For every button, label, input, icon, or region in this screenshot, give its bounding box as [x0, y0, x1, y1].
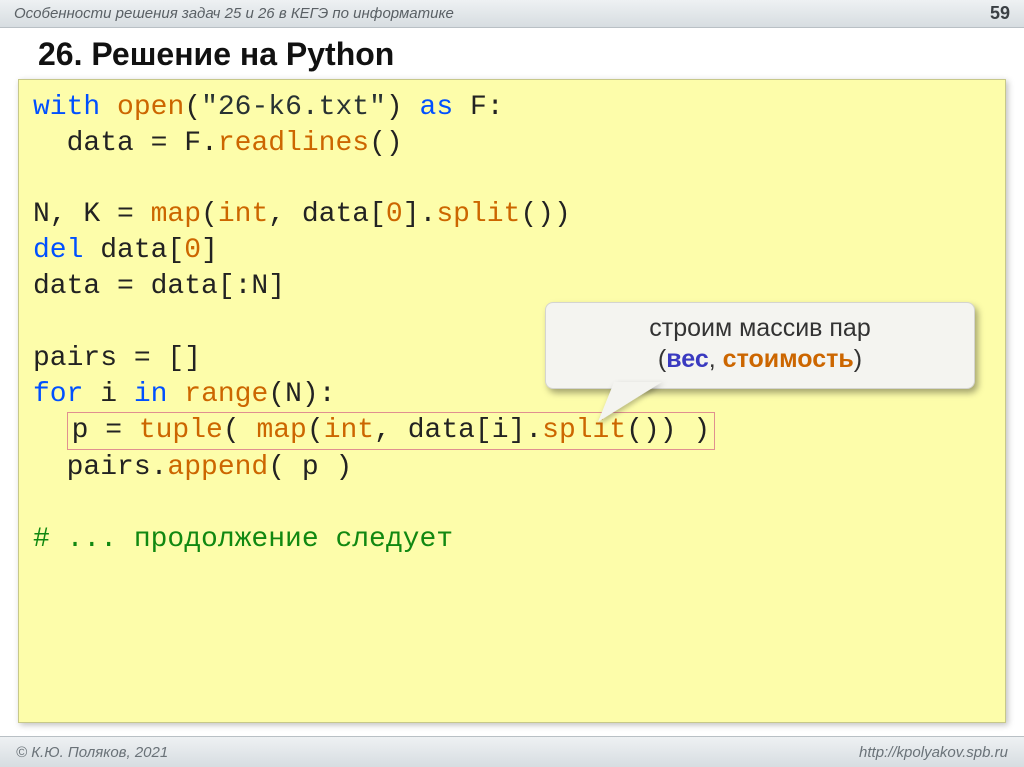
line4e: ()) [520, 199, 570, 230]
kw-in: in [134, 379, 168, 410]
callout-line1: строим массив пар [649, 314, 870, 342]
kw-with: with [33, 92, 100, 123]
fn-map2: map [256, 415, 306, 446]
fn-int1: int [218, 199, 268, 230]
fn-readlines: readlines [218, 128, 369, 159]
line2a: data = F. [33, 128, 218, 159]
l10a: p = [72, 415, 139, 446]
line9d: (N): [268, 379, 335, 410]
num0a: 0 [386, 199, 403, 230]
line4c: , data[ [268, 199, 386, 230]
fn-open: open [117, 92, 184, 123]
line4a: N, K = [33, 199, 151, 230]
callout-bubble: строим массив пар (вес, стоимость) [545, 302, 975, 389]
fn-split1: split [436, 199, 520, 230]
line9c [167, 379, 184, 410]
code-block: with open ( "26-k6.txt") as F: data = F.re… [18, 79, 1006, 723]
str-filename: "26-k6.txt" [201, 92, 386, 123]
callout-close: ) [854, 345, 862, 373]
fn-tuple: tuple [139, 415, 223, 446]
topbar-title: Особенности решения задач 25 и 26 в КЕГЭ… [14, 5, 454, 22]
line10-pre [33, 415, 67, 446]
callout-open: ( [658, 345, 666, 373]
line4b: ( [201, 199, 218, 230]
slide-heading: 26. Решение на Python [38, 36, 996, 73]
fn-int2: int [324, 415, 374, 446]
slide: Особенности решения задач 25 и 26 в КЕГЭ… [0, 0, 1024, 767]
l10c: ( [307, 415, 324, 446]
l10d: , data[i]. [374, 415, 542, 446]
l11b: ( p ) [268, 452, 352, 483]
num0b: 0 [184, 235, 201, 266]
var-f: F: [470, 92, 504, 123]
footer-bar: © К.Ю. Поляков, 2021 http://kpolyakov.sp… [0, 736, 1024, 767]
footer-url: http://kpolyakov.spb.ru [859, 744, 1008, 761]
fn-range: range [184, 379, 268, 410]
l10b: ( [223, 415, 257, 446]
comment-continue: # ... продолжение следует [33, 524, 453, 555]
fn-map1: map [151, 199, 201, 230]
line9b: i [83, 379, 133, 410]
callout-cost: стоимость [723, 345, 854, 373]
kw-as: as [420, 92, 454, 123]
fn-append: append [167, 452, 268, 483]
line5c: ] [201, 235, 218, 266]
callout-weight: вес [666, 345, 709, 373]
line8: pairs = [] [33, 343, 201, 374]
line6: data = data[:N] [33, 271, 285, 302]
line5b: data[ [83, 235, 184, 266]
kw-del: del [33, 235, 83, 266]
l11a: pairs. [33, 452, 167, 483]
kw-for: for [33, 379, 83, 410]
page-number: 59 [990, 3, 1010, 24]
callout-comma: , [709, 345, 723, 373]
line2c: () [369, 128, 403, 159]
footer-copyright: © К.Ю. Поляков, 2021 [16, 744, 168, 761]
line4d: ]. [403, 199, 437, 230]
top-bar: Особенности решения задач 25 и 26 в КЕГЭ… [0, 0, 1024, 28]
